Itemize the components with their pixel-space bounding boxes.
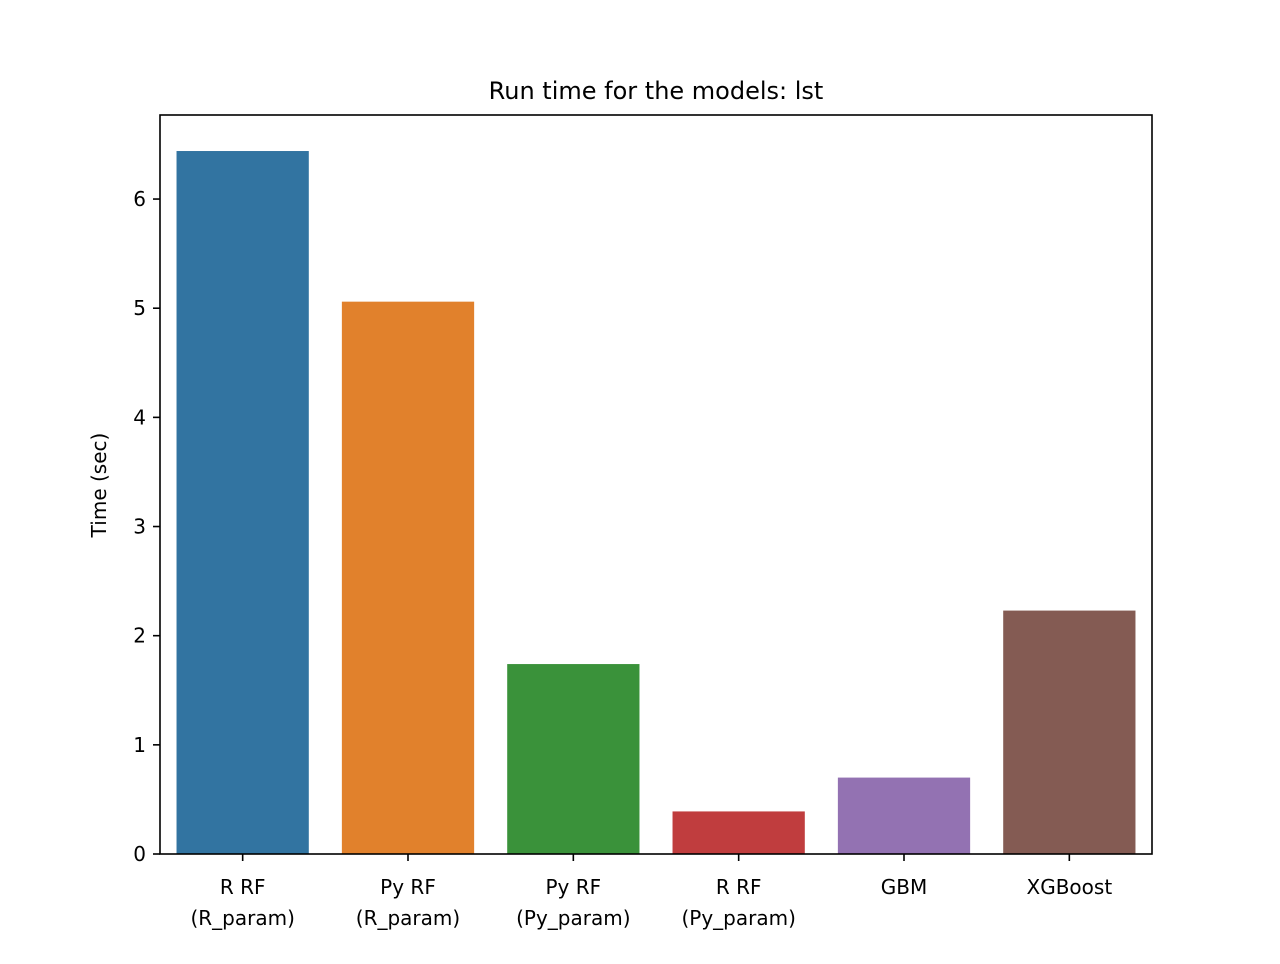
axes-layer: 0 1 2 3 4 5 6 R RF (R_param) Py RF (R_param) Py RF (… <box>133 114 1153 930</box>
x-tick-label-line: (Py_param) <box>516 906 630 930</box>
y-tick-label: 5 <box>133 296 146 320</box>
bar-4 <box>837 777 971 854</box>
x-tick-label-line: (R_param) <box>356 906 460 930</box>
x-tick-label: Py RF (Py_param) <box>516 875 630 930</box>
y-tick-label: 2 <box>133 624 146 648</box>
x-tick-label-line: GBM <box>881 875 927 899</box>
y-tick-label: 1 <box>133 733 146 757</box>
x-tick-label-line: (R_param) <box>190 906 294 930</box>
y-tick-label: 3 <box>133 515 146 539</box>
bar-0 <box>176 151 309 854</box>
x-tick-label: XGBoost <box>1027 875 1113 899</box>
y-tick-label: 4 <box>133 405 146 429</box>
x-tick-label: R RF (R_param) <box>190 875 294 930</box>
x-tick-label-line: R RF <box>716 875 762 899</box>
bar-2 <box>507 664 640 854</box>
x-tick-label-line: R RF <box>220 875 266 899</box>
bar-3 <box>672 811 805 854</box>
x-tick-label-line: (Py_param) <box>681 906 795 930</box>
bar-1 <box>341 301 475 854</box>
plot-frame <box>159 114 1153 855</box>
x-tick-label: Py RF (R_param) <box>356 875 460 930</box>
x-tick-label-line: Py RF <box>546 875 602 899</box>
x-tick-label-line: XGBoost <box>1027 875 1113 899</box>
y-axis-label: Time (sec) <box>87 433 111 539</box>
y-tick-label: 6 <box>133 187 146 211</box>
chart-title: Run time for the models: lst <box>489 77 824 105</box>
bar-5 <box>1003 610 1136 854</box>
x-tick-label: R RF (Py_param) <box>681 875 795 930</box>
x-tick-label: GBM <box>881 875 927 899</box>
x-tick-label-line: Py RF <box>380 875 436 899</box>
bars-layer <box>176 151 1136 854</box>
y-tick-label: 0 <box>133 842 146 866</box>
